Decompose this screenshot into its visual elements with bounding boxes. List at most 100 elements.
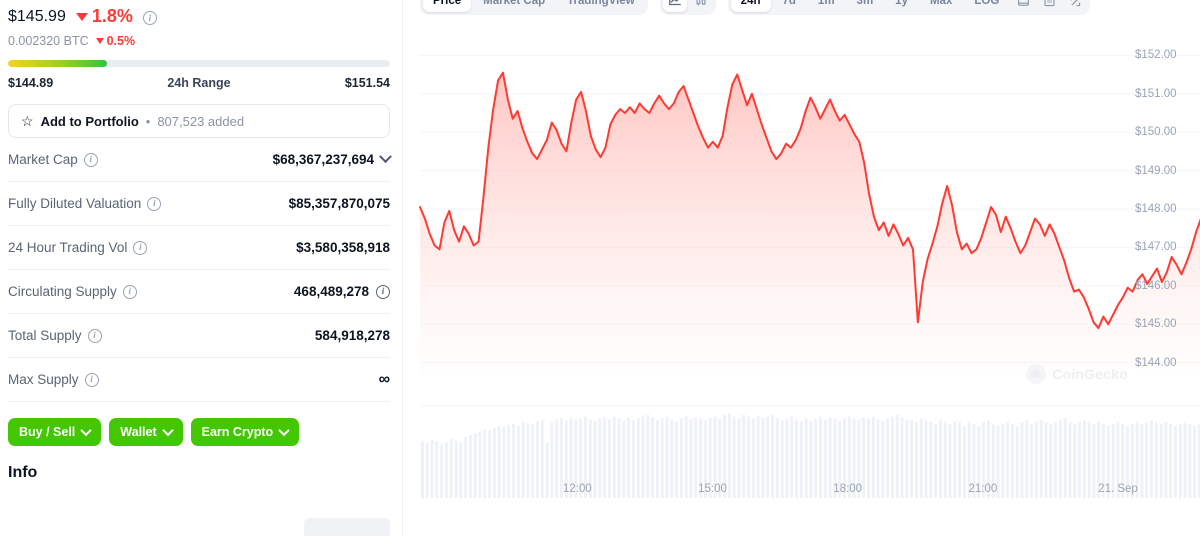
compare-icon[interactable]	[1011, 0, 1035, 12]
cta-label: Wallet	[120, 425, 157, 439]
cta-buy-sell-button[interactable]: Buy / Sell	[8, 418, 102, 446]
stat-label: 24 Hour Trading Vol	[8, 240, 128, 255]
x-axis-tick: 21:00	[968, 483, 998, 495]
portfolio-added-count: 807,523 added	[157, 113, 245, 129]
add-to-portfolio-label: Add to Portfolio	[40, 113, 139, 129]
stat-row: Market Cap i $68,367,237,694	[8, 138, 392, 182]
screenshot-icon[interactable]	[1037, 0, 1061, 12]
stat-row: Circulating Supply i 468,489,278 i	[8, 270, 390, 314]
btc-price-row: 0.002320 BTC 0.5%	[8, 34, 390, 48]
stat-row: 24 Hour Trading Vol i $3,580,358,918	[8, 226, 390, 270]
stat-label: Max Supply	[8, 372, 79, 387]
chart-type-toggle	[659, 0, 716, 15]
stat-value: 584,918,278	[314, 328, 390, 343]
y-axis-tick: $144.00	[1135, 356, 1177, 369]
watermark-label: CoinGecko	[1052, 366, 1128, 382]
info-icon[interactable]: i	[133, 240, 148, 255]
x-axis-tick: 21. Sep	[1098, 483, 1138, 495]
info-icon[interactable]: i	[83, 152, 98, 167]
candlestick-chart-icon[interactable]	[689, 0, 713, 12]
stat-value-group: $68,367,237,694	[272, 150, 392, 167]
range-max[interactable]: Max	[929, 0, 953, 7]
stat-value-group: 584,918,278	[315, 328, 390, 343]
stat-value-group: $85,357,870,075	[289, 196, 390, 211]
chart-view-tabs: Price Market Cap TradingView	[420, 0, 648, 15]
price-change-value: 1.8%	[91, 6, 133, 26]
cta-label: Earn Crypto	[201, 425, 274, 439]
cta-earn-crypto-button[interactable]: Earn Crypto	[190, 418, 300, 446]
page-title: $145.99	[8, 7, 66, 25]
chart-range-tabs: 24h 7d 1m 3m 1y Max LOG	[727, 0, 1091, 15]
info-section-heading: Info	[8, 464, 38, 481]
range-high: $151.54	[344, 76, 390, 90]
24h-range-labels: $144.89 24h Range $151.54	[8, 76, 390, 90]
y-axis-tick: $145.00	[1135, 318, 1177, 331]
fullscreen-icon[interactable]	[1063, 0, 1087, 12]
info-icon[interactable]: i	[376, 284, 390, 299]
chart-plot-area: $152.00 $151.00 $150.00 $149.00 $148.00 $147.…	[403, 28, 1200, 536]
tab-market-cap[interactable]: Market Cap	[483, 0, 546, 7]
tab-price[interactable]: Price	[423, 0, 472, 12]
range-log[interactable]: LOG	[974, 0, 1000, 7]
stat-value-group: ∞	[379, 371, 390, 389]
cta-button-row: Buy / Sell Wallet Earn Crypto	[8, 418, 390, 446]
chevron-down-icon[interactable]	[379, 150, 392, 164]
info-placeholder-chip	[304, 518, 390, 536]
caret-down-icon	[95, 38, 104, 44]
chevron-down-icon	[80, 424, 92, 437]
cta-wallet-button[interactable]: Wallet	[109, 418, 183, 446]
range-3m[interactable]: 3m	[856, 0, 874, 7]
info-icon[interactable]: i	[87, 328, 102, 343]
stats-list: Market Cap i $68,367,237,694 Fully Diluted …	[8, 138, 392, 402]
x-axis-tick: 18:00	[833, 483, 863, 495]
cta-label: Buy / Sell	[19, 425, 76, 439]
info-icon[interactable]: i	[84, 372, 99, 387]
x-axis-tick: 12:00	[562, 483, 592, 495]
stat-row: Total Supply i 584,918,278	[8, 314, 390, 358]
y-axis-tick: $151.00	[1135, 87, 1177, 100]
y-axis-tick: $152.00	[1135, 49, 1177, 62]
chevron-down-icon	[278, 424, 290, 437]
stat-row: Max Supply i ∞	[8, 358, 390, 402]
coin-stats-sidebar: $145.99 1.8% i 0.002320 BTC 0.5% $144.89…	[0, 0, 403, 536]
stat-value: $68,367,237,694	[272, 152, 374, 167]
range-label: 24h Range	[167, 76, 231, 90]
coingecko-watermark: CoinGecko	[1026, 364, 1128, 384]
stat-value: $85,357,870,075	[288, 196, 390, 211]
add-to-portfolio-button[interactable]: ☆ Add to Portfolio • 807,523 added	[8, 104, 390, 138]
stat-value-group: $3,580,358,918	[296, 240, 390, 255]
stat-value: ∞	[378, 370, 390, 388]
chevron-down-icon	[161, 424, 174, 437]
price-chart-panel: Price Market Cap TradingView 24h 7d 1m 3m 1y Ma…	[403, 0, 1200, 536]
btc-price-value: 0.002320 BTC	[8, 34, 89, 48]
stat-label-group: Market Cap i	[8, 152, 98, 167]
stat-label: Circulating Supply	[8, 284, 117, 299]
coingecko-logo-icon	[1026, 364, 1047, 384]
y-axis-tick: $150.00	[1135, 126, 1177, 139]
range-24h[interactable]: 24h	[730, 0, 771, 12]
stat-value-group: 468,489,278 i	[294, 284, 390, 299]
range-1y[interactable]: 1y	[895, 0, 908, 7]
caret-down-icon	[75, 12, 88, 21]
portfolio-separator: •	[145, 113, 151, 129]
stat-label: Fully Diluted Valuation	[8, 196, 142, 211]
info-icon[interactable]: i	[147, 196, 162, 211]
line-chart-icon[interactable]	[662, 0, 687, 12]
x-axis-tick: 15:00	[698, 483, 727, 495]
y-axis-tick: $146.00	[1135, 279, 1177, 292]
price-header: $145.99 1.8% i	[8, 0, 390, 27]
chart-toolbar: Price Market Cap TradingView 24h 7d 1m 3m 1y Ma…	[420, 0, 1200, 16]
range-low: $144.89	[8, 76, 54, 90]
price-area-chart[interactable]	[403, 28, 1200, 498]
btc-change-value: 0.5%	[106, 34, 136, 48]
info-icon[interactable]: i	[122, 284, 137, 299]
price-info-icon[interactable]: i	[142, 11, 157, 25]
tab-tradingview[interactable]: TradingView	[567, 0, 635, 7]
range-7d[interactable]: 7d	[782, 0, 796, 7]
range-1m[interactable]: 1m	[817, 0, 835, 7]
stat-row: Fully Diluted Valuation i $85,357,870,075	[8, 182, 390, 226]
btc-change-badge: 0.5%	[95, 34, 136, 48]
y-axis-tick: $147.00	[1135, 241, 1177, 254]
